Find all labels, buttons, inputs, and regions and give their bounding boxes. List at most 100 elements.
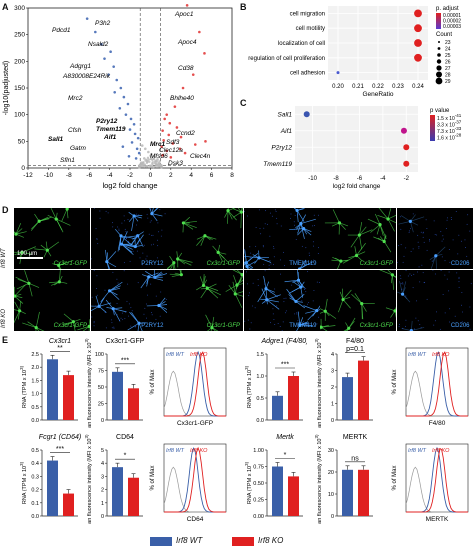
hist-frame (163, 443, 227, 513)
volcano-gene-label: Gatm (70, 145, 86, 152)
micro-process (154, 272, 167, 278)
micro-process (36, 326, 45, 331)
micro-process (235, 293, 243, 297)
micro-process (151, 213, 163, 217)
volcano-point-ns (144, 159, 147, 162)
micro-speck (401, 281, 403, 283)
gene-category-label: Sall1 (278, 111, 293, 118)
micro-speck (404, 295, 406, 297)
micro-soma (111, 306, 115, 310)
micro-speck (308, 322, 310, 324)
micro-process (387, 208, 392, 220)
volcano-point-up (168, 121, 172, 125)
micro-speck (401, 327, 403, 329)
bar-ytick-label: 5 (101, 448, 104, 454)
volcano-point-up (185, 4, 189, 7)
histogram-2: % of Max F4/80 Irf8 WT Irf8 KO (392, 347, 469, 427)
hist-curve-isotype (405, 466, 468, 513)
micro-speck (422, 231, 424, 233)
volcano-point-ns (150, 164, 154, 168)
micro-speck (420, 231, 422, 233)
volcano-point-ns (154, 165, 157, 168)
bar-wt (272, 395, 283, 420)
micro-speck (282, 251, 284, 253)
volcano-point-ns (138, 164, 141, 168)
micro-speck (264, 223, 266, 225)
micro-speck (409, 228, 411, 230)
micro-process (296, 223, 301, 234)
volcano-point-ns (151, 161, 154, 164)
legend-ko-label: Irf8 KO (258, 536, 284, 545)
volcano-xtick-label: -4 (107, 172, 113, 179)
bar-ytick-label: 2 (101, 488, 104, 494)
volcano-point-down (137, 151, 141, 155)
volcano-point-up (162, 138, 165, 142)
go-legend-title-size: Count (436, 32, 452, 38)
micro-speck (416, 270, 418, 272)
volcano-point-ns (143, 163, 147, 166)
micro-soma (357, 233, 361, 237)
micro-speck (442, 238, 444, 240)
micro-speck (410, 250, 412, 252)
volcano-point-ns (152, 157, 156, 161)
bar-ylabel: mean fluorescence intensity (MFI x 103) (315, 434, 323, 524)
hist-xlabel: MERTK (426, 516, 449, 523)
volcano-point-down (94, 30, 97, 34)
micro-soma (244, 261, 248, 265)
micro-process (128, 311, 139, 323)
volcano-ytick-label: 250 (14, 32, 25, 39)
micro-process (21, 246, 36, 253)
micro-speck (243, 320, 245, 322)
micro-speck (95, 228, 97, 230)
volcano-gene-label: Pdcd1 (52, 27, 71, 34)
micro-panel-r1-c5: Cx3cr1-GFP (320, 208, 396, 269)
volcano-point-ns (141, 161, 145, 164)
bar-ko (128, 477, 139, 516)
micro-speck (153, 276, 155, 278)
micro-process (295, 300, 305, 308)
micro-speck (433, 220, 435, 222)
bar-ko (358, 360, 369, 420)
bar-ytick-label: 2 (331, 385, 334, 391)
micro-speck (135, 224, 137, 226)
micro-soma (400, 292, 404, 296)
micro-speck (257, 284, 259, 286)
micro-channel-label: Cx3cr1-GFP (53, 261, 87, 267)
micro-channel-label: Cx3cr1-GFP (206, 322, 240, 329)
volcano-point-ns (150, 155, 153, 159)
micro-speck (266, 223, 268, 225)
micro-speck (441, 240, 443, 242)
micro-speck (426, 249, 428, 251)
micro-speck (297, 214, 299, 216)
micro-speck (262, 246, 264, 248)
micro-process (14, 231, 17, 235)
micro-speck (265, 297, 267, 299)
bar-ytick-label: 0 (101, 514, 104, 520)
micro-soma (339, 259, 343, 263)
micro-process (410, 326, 424, 331)
micro-speck (433, 256, 435, 258)
micro-speck (448, 321, 450, 323)
micro-speck (422, 232, 424, 234)
micro-process (17, 278, 30, 284)
micro-speck (156, 257, 158, 259)
micro-speck (165, 298, 167, 300)
hist-curve-wt (406, 351, 468, 417)
gene-xtick-label: -2 (404, 176, 410, 182)
micro-speck (120, 244, 122, 246)
micro-process (266, 298, 279, 302)
volcano-point-up (160, 145, 163, 148)
micro-process (320, 324, 322, 327)
micro-soma (294, 208, 299, 213)
bar-ytick-label: 20 (328, 470, 334, 476)
bar-wt (112, 371, 123, 420)
micro-speck (308, 255, 310, 257)
micro-speck (408, 272, 410, 274)
micro-soma (57, 263, 61, 268)
micro-speck (269, 212, 271, 214)
micro-channel-label: P2RY12 (141, 261, 164, 267)
volcano-xtick-label: 6 (210, 172, 214, 179)
micro-speck (93, 324, 95, 326)
volcano-point-ns (143, 165, 146, 168)
micro-process (227, 210, 237, 221)
